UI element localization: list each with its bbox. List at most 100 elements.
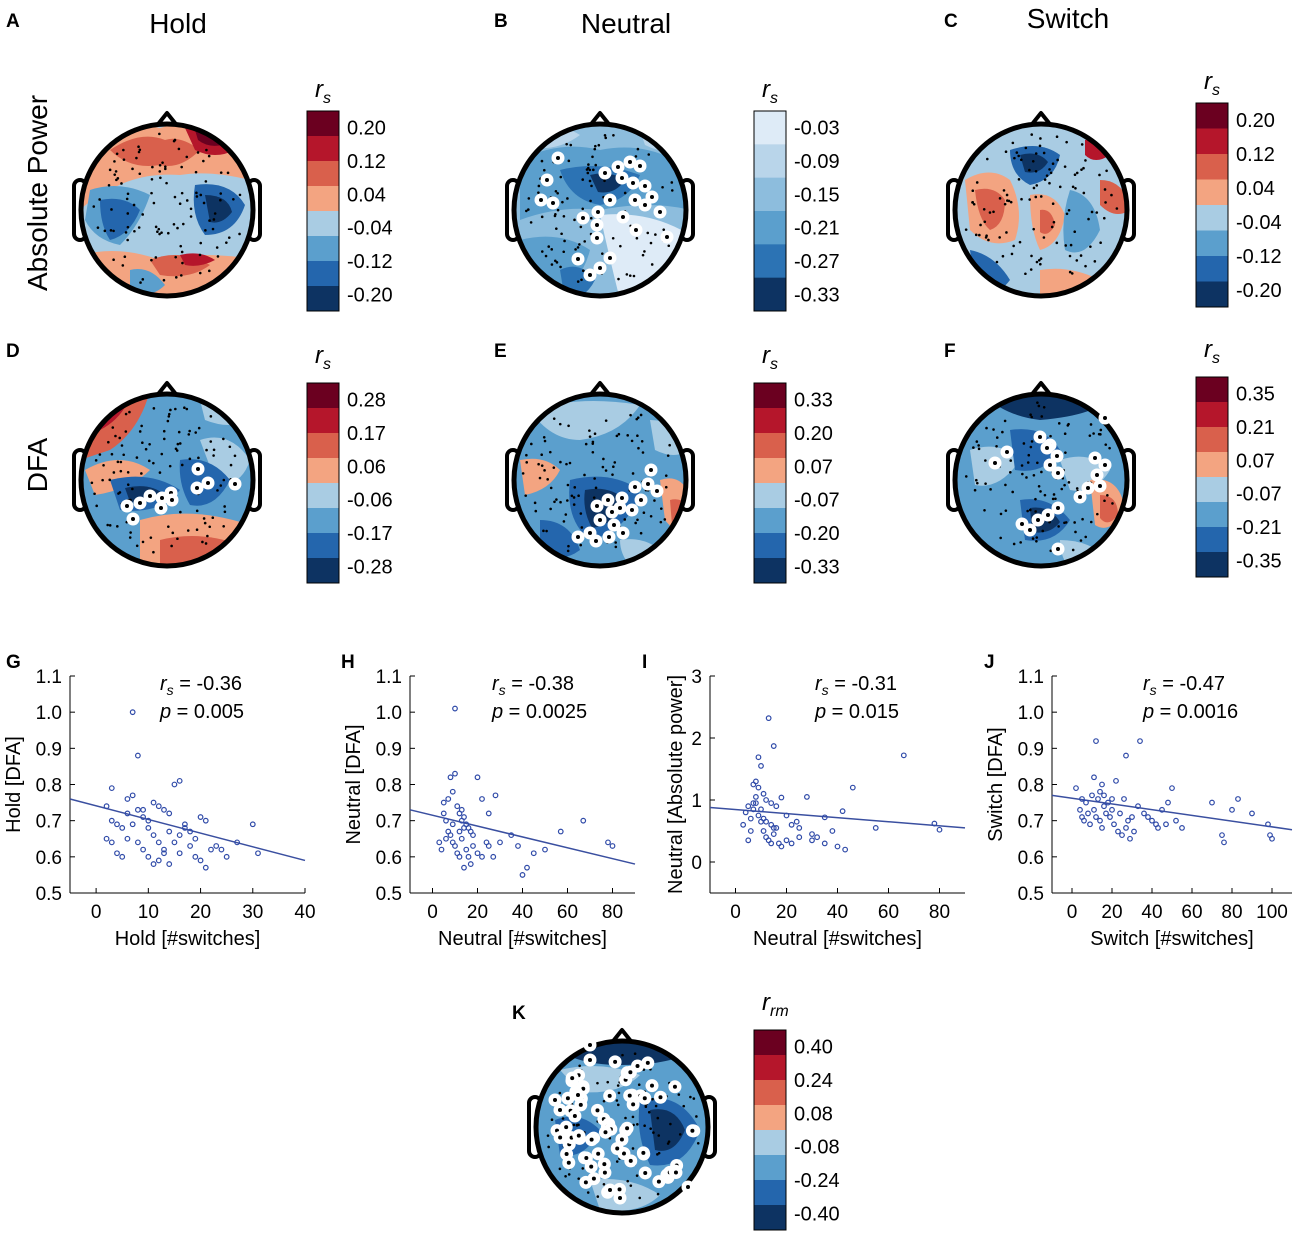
topomap-a [72, 111, 262, 299]
colorbar-tick-label: 0.08 [794, 1103, 833, 1125]
colorbar-b: -0.03 -0.09 -0.15 -0.21 -0.27 -0.33 rs [753, 76, 840, 312]
electrode-dot [1051, 497, 1055, 501]
significant-electrode-center [1093, 456, 1097, 460]
colorbar-segment [307, 136, 339, 162]
colorbar-segment [307, 111, 339, 137]
electrode-dot [567, 1173, 571, 1176]
colorbar-segment [307, 286, 339, 312]
electrode-dot [1001, 430, 1004, 434]
electrode-dot [219, 198, 222, 202]
colorbar-symbol: rrm [762, 989, 789, 1020]
electrode-dot [601, 465, 605, 469]
electrode-dot [90, 481, 94, 485]
significant-electrode-center [641, 1150, 646, 1155]
electrode-dot [1065, 140, 1068, 144]
significant-electrode-center [665, 235, 669, 239]
significant-electrode-center [588, 531, 592, 535]
electrode-dot [195, 509, 199, 513]
electrode-dot [637, 446, 640, 450]
electrode-dot [547, 245, 551, 248]
significant-electrode-center [655, 489, 659, 493]
electrode-dot [185, 199, 189, 202]
electrode-dot [985, 426, 988, 430]
significant-electrode-center [1103, 416, 1107, 420]
electrode-dot [562, 250, 566, 254]
electrode-dot [591, 442, 595, 445]
data-point [760, 828, 767, 834]
electrode-dot [1106, 494, 1109, 497]
electrode-dot [664, 485, 668, 489]
electrode-dot [123, 255, 127, 259]
significant-electrode-center [635, 1064, 640, 1069]
colorbar-tick-label: 0.04 [1236, 178, 1275, 200]
electrode-dot [1073, 230, 1077, 233]
colorbar-segment [754, 1030, 786, 1056]
electrode-dot [121, 264, 125, 267]
colorbar-border [1195, 376, 1229, 578]
panel-letter-j: J [984, 652, 995, 673]
data-point [1179, 825, 1185, 831]
electrode-dot [178, 442, 182, 445]
data-point [936, 826, 943, 833]
significant-electrode-center [607, 535, 611, 539]
electrode-dot [225, 241, 228, 244]
electrode-dot [150, 258, 153, 262]
data-point [197, 814, 204, 820]
electrode-dot [546, 1134, 550, 1137]
stat-correlation: rs = -0.47 [1143, 673, 1225, 698]
data-point [161, 806, 167, 813]
data-point [605, 839, 611, 846]
y-tick-label: 1.0 [36, 703, 62, 724]
electrode-dot [552, 466, 556, 469]
data-point [1073, 785, 1079, 792]
electrode-dot [604, 419, 608, 422]
electrode-dot [574, 248, 577, 251]
electrode-dot [129, 531, 132, 534]
colorbar-tick-label: 0.17 [347, 423, 386, 445]
data-point [108, 785, 115, 792]
data-point [773, 803, 780, 810]
x-tick-label: 0 [730, 902, 741, 923]
data-point [1131, 828, 1137, 835]
colorbar-tick-label: -0.33 [794, 556, 840, 578]
electrode-dot [656, 1192, 660, 1196]
colorbar-segment [307, 161, 339, 187]
significant-electrode-center [564, 1152, 569, 1157]
electrode-dot [644, 1105, 648, 1108]
data-point [129, 792, 136, 799]
electrode-dot [602, 457, 605, 461]
electrode-dot [677, 1093, 681, 1096]
electrode-dot [550, 248, 554, 251]
y-tick-label: 3 [691, 667, 702, 688]
electrode-dot [606, 1080, 610, 1084]
electrode-dot [1006, 199, 1009, 202]
colorbar-segment [1196, 502, 1228, 528]
electrode-dot [1034, 195, 1038, 199]
electrode-dot [626, 434, 629, 437]
electrode-dot [995, 260, 999, 264]
electrode-dot [555, 227, 558, 230]
data-point [161, 846, 167, 853]
y-tick-label: 0.8 [1018, 776, 1044, 797]
electrode-dot [152, 550, 155, 554]
significant-electrode-center [581, 1086, 586, 1091]
data-point [234, 839, 241, 846]
electrode-dot [108, 524, 112, 527]
electrode-dot [228, 445, 232, 449]
x-tick-label: 0 [91, 902, 102, 923]
y-tick-label: 0.9 [376, 739, 402, 760]
electrode-dot [1110, 193, 1113, 197]
significant-electrode-center [589, 1137, 594, 1142]
electrode-dot [1042, 236, 1046, 239]
significant-electrode-center [1056, 506, 1060, 510]
y-tick-label: 0.7 [1018, 812, 1044, 833]
electrode-dot [984, 482, 987, 485]
electrode-dot [552, 417, 556, 420]
electrode-dot [195, 528, 199, 532]
significant-electrode-center [1048, 463, 1052, 467]
data-point [440, 810, 447, 817]
electrode-dot [141, 540, 145, 544]
electrode-dot [135, 544, 139, 548]
electrode-dot [612, 133, 615, 137]
electrode-dot [1095, 211, 1099, 214]
